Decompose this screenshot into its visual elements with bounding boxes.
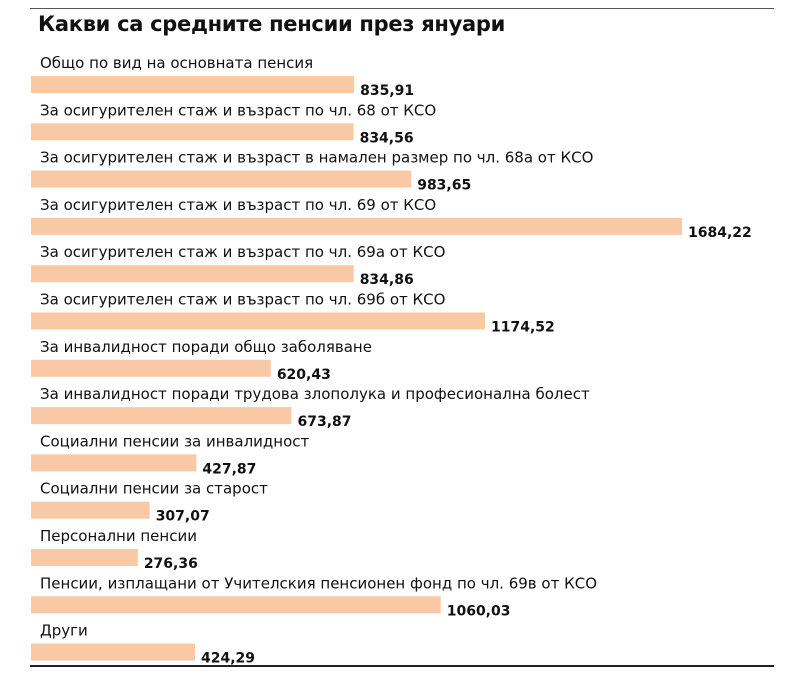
bar xyxy=(31,596,441,614)
category-label: Социални пенсии за старост xyxy=(40,480,268,498)
value-label: 834,56 xyxy=(360,130,414,146)
bar xyxy=(31,643,196,661)
value-label: 276,36 xyxy=(144,556,198,572)
bar xyxy=(31,312,485,330)
bar xyxy=(31,501,150,519)
category-label: За осигурителен стаж и възраст по чл. 68… xyxy=(40,101,436,119)
bar xyxy=(31,407,292,425)
bottom-rule xyxy=(30,665,774,667)
bar xyxy=(31,454,197,472)
category-label: Пенсии, изплащани от Учителския пенсионе… xyxy=(40,574,597,592)
category-label: Други xyxy=(40,622,88,640)
category-label: За инвалидност поради общо заболяване xyxy=(40,338,372,356)
category-label: За осигурителен стаж и възраст в намален… xyxy=(40,149,593,167)
value-label: 1684,22 xyxy=(688,225,752,241)
bar xyxy=(31,123,354,141)
bar xyxy=(31,265,354,283)
bar xyxy=(31,217,682,235)
value-label: 1060,03 xyxy=(447,603,511,619)
value-label: 424,29 xyxy=(201,651,255,667)
top-rule xyxy=(30,8,774,9)
value-label: 620,43 xyxy=(277,367,331,383)
category-label: За инвалидност поради трудова злополука … xyxy=(40,385,590,403)
value-label: 673,87 xyxy=(297,414,351,430)
chart-title: Какви са средните пенсии през януари xyxy=(38,12,506,36)
bar xyxy=(31,76,355,93)
category-label: Общо по вид на основната пенсия xyxy=(40,54,313,72)
value-label: 1174,52 xyxy=(491,320,555,336)
value-label: 834,86 xyxy=(360,272,414,288)
value-label: 307,07 xyxy=(156,509,210,525)
category-label: За осигурителен стаж и възраст по чл. 69… xyxy=(40,196,436,214)
bar xyxy=(31,170,412,188)
bar xyxy=(31,359,271,377)
category-label: За осигурителен стаж и възраст по чл. 69… xyxy=(40,243,445,261)
category-label: За осигурителен стаж и възраст по чл. 69… xyxy=(40,291,445,309)
category-label: Социални пенсии за инвалидност xyxy=(40,432,310,450)
bar xyxy=(31,549,138,566)
value-label: 835,91 xyxy=(360,83,414,99)
category-label: Персонални пенсии xyxy=(40,527,197,545)
value-label: 983,65 xyxy=(417,178,471,194)
value-label: 427,87 xyxy=(202,461,256,477)
